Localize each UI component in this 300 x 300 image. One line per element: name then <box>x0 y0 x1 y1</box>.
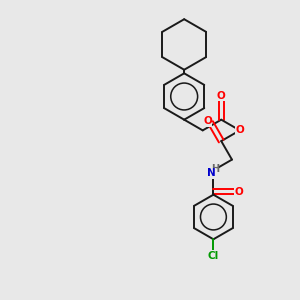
Text: N: N <box>207 168 215 178</box>
Text: Cl: Cl <box>208 251 219 261</box>
Text: O: O <box>234 187 243 197</box>
Text: H: H <box>211 164 219 174</box>
Text: O: O <box>203 116 212 126</box>
Text: O: O <box>217 91 226 101</box>
Text: O: O <box>236 125 244 135</box>
